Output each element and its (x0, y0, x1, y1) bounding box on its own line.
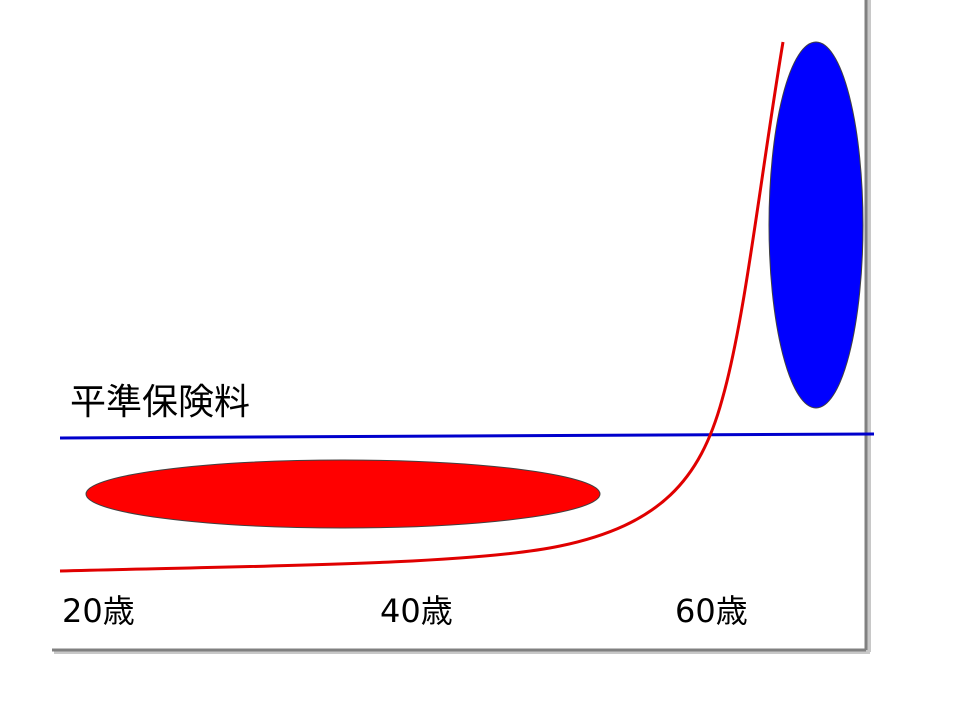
age-60-label: 60歳 (675, 592, 748, 630)
young-age-surplus-ellipse (85, 459, 601, 529)
age-20-label: 20歳 (62, 592, 135, 630)
axes (52, 0, 871, 654)
old-age-shortfall-ellipse (768, 41, 864, 409)
level-premium-label: 平準保険料 (70, 382, 250, 423)
natural-premium-curve (59, 41, 785, 573)
age-40-label: 40歳 (380, 592, 453, 630)
level-premium-line (59, 432, 875, 440)
